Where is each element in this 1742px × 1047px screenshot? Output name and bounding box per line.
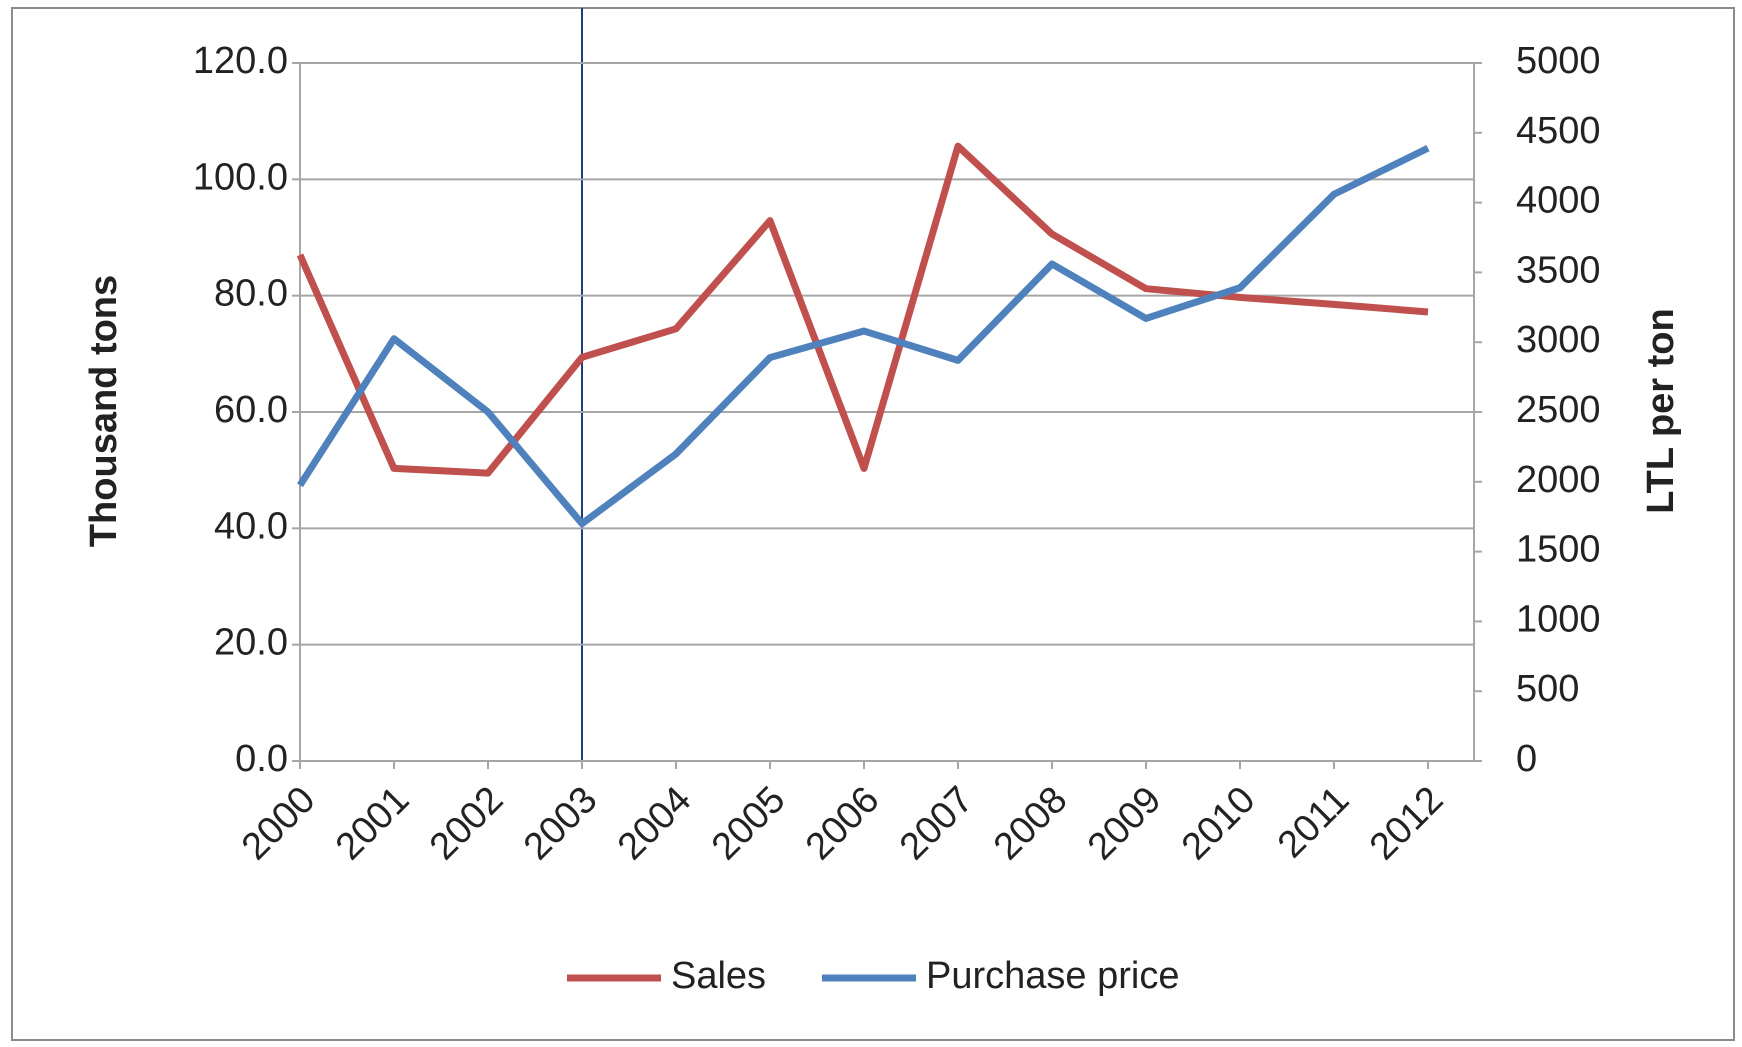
y-tick-label: 100.0 — [193, 156, 288, 198]
y-tick-label: 20.0 — [214, 622, 288, 664]
y2-tick-label: 1500 — [1516, 529, 1601, 571]
y2-tick-label: 500 — [1516, 668, 1579, 710]
y-tick-label: 120.0 — [193, 40, 288, 82]
legend-label: Sales — [671, 955, 766, 997]
y2-tick-label: 4000 — [1516, 180, 1601, 222]
y2-tick-label: 3000 — [1516, 319, 1601, 361]
y2-tick-label: 5000 — [1516, 40, 1601, 82]
y-tick-label: 60.0 — [214, 389, 288, 431]
y2-axis-title: LTL per ton — [1640, 308, 1682, 513]
y2-tick-label: 3500 — [1516, 249, 1601, 291]
y-tick-label: 0.0 — [235, 738, 288, 780]
y2-tick-label: 2500 — [1516, 389, 1601, 431]
y-axis-title: Thousand tons — [83, 275, 125, 547]
y-tick-label: 40.0 — [214, 505, 288, 547]
legend-label: Purchase price — [926, 955, 1179, 997]
y2-tick-label: 2000 — [1516, 459, 1601, 501]
series-line — [296, 142, 1429, 477]
y2-tick-label: 0 — [1516, 738, 1537, 780]
y2-tick-label: 1000 — [1516, 598, 1601, 640]
y2-tick-label: 4500 — [1516, 110, 1601, 152]
y-tick-label: 80.0 — [214, 273, 288, 315]
series-line — [297, 145, 1430, 528]
